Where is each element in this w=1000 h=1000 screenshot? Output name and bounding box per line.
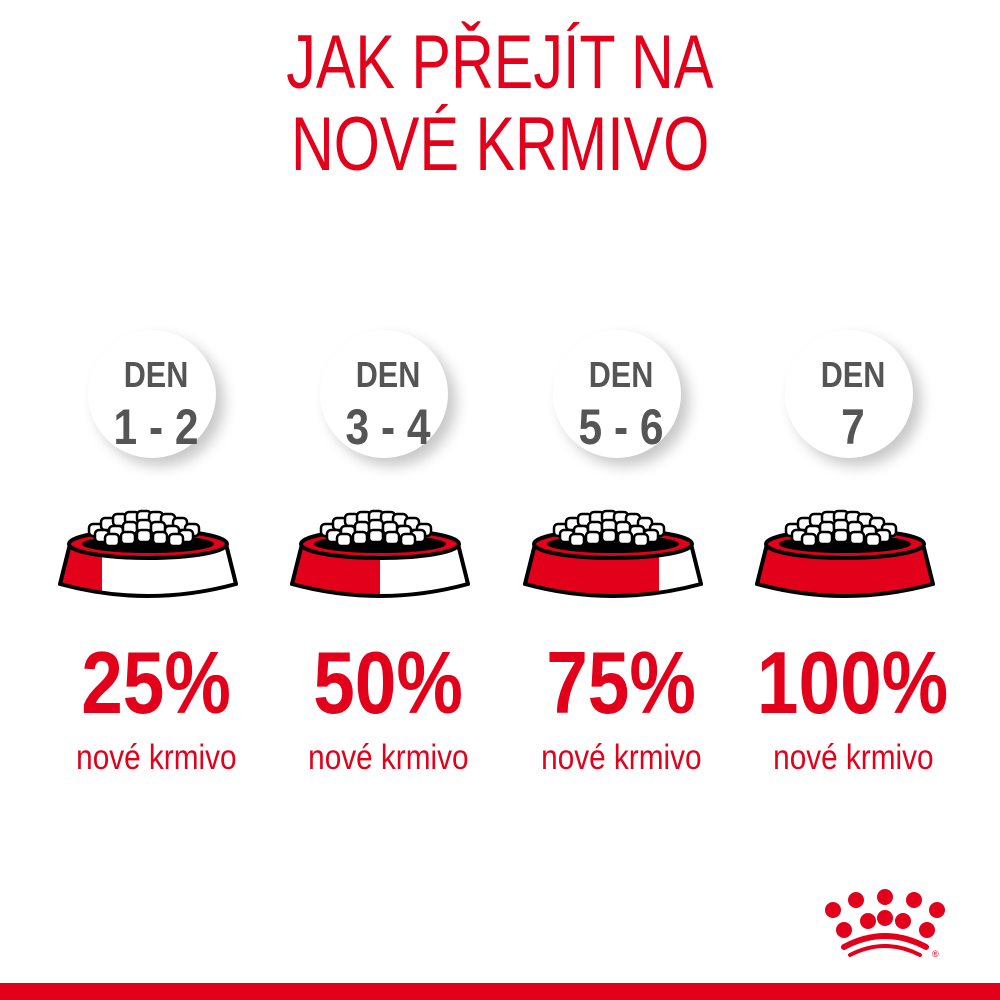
day-label: DEN [820,354,886,395]
day-circle [553,330,681,458]
day-label: DEN [355,354,421,395]
food-bowl-icon [523,509,703,598]
percent-value: 75% [546,633,696,732]
day-label: DEN [588,354,654,395]
day-circle [785,330,913,458]
food-bowl-icon [290,509,470,598]
page-title: JAK PŘEJÍT NA NOVÉ KRMIVO [286,20,714,187]
svg-text:®: ® [932,949,939,959]
day-label: DEN [123,354,189,395]
transition-step: DEN 3 - 4 50% nové krmivo [272,320,504,780]
transition-step: DEN 5 - 6 75% nové krmivo [505,320,737,780]
food-bowl-icon [755,509,935,598]
percent-caption: nové krmivo [540,738,702,777]
percent-caption: nové krmivo [307,738,469,777]
food-bowl-icon [58,509,238,598]
day-range: 3 - 4 [345,399,431,455]
percent-value: 50% [313,633,463,732]
day-range: 5 - 6 [578,399,664,455]
day-range: 7 [841,399,865,455]
day-range: 1 - 2 [113,399,199,455]
percent-value: 25% [81,633,231,732]
transition-step: DEN 1 - 2 25% nové krmivo [40,320,272,780]
percent-caption: nové krmivo [772,738,934,777]
royal-canin-logo: ® [825,889,945,959]
transition-step: DEN 7 100% nové krmivo [737,320,969,780]
footer-bar [0,983,1000,1000]
percent-caption: nové krmivo [75,738,237,777]
day-circle [88,330,216,458]
day-circle [320,330,448,458]
percent-value: 100% [757,633,949,732]
